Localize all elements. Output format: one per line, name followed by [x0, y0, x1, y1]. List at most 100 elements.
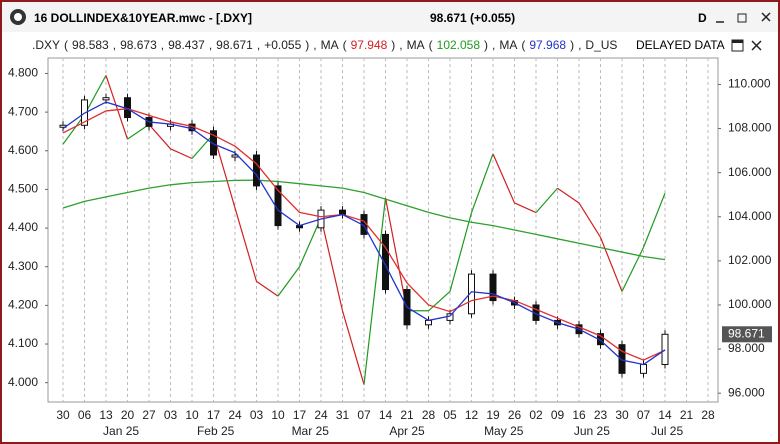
status-token: ( [342, 38, 347, 52]
yield-segment [557, 187, 580, 204]
yield-segment [212, 133, 236, 209]
status-token: MA [406, 38, 425, 52]
title-bar: 16 DOLLINDEX&10YEAR.mwc - [.DXY] 98.671 … [2, 2, 778, 32]
right-tick-label: 106.000 [728, 165, 772, 179]
candle [661, 333, 669, 366]
status-token: MA [499, 38, 518, 52]
right-tick-label: 102.000 [728, 253, 772, 267]
x-tick-label: 16 [572, 408, 586, 422]
x-tick-label: 31 [336, 408, 350, 422]
x-tick-label: 07 [637, 408, 651, 422]
left-tick-label: 4.500 [8, 182, 38, 196]
ma-line [62, 108, 666, 361]
status-token: MA [320, 38, 339, 52]
right-tick-label: 98.000 [728, 341, 765, 355]
ma-line [62, 101, 666, 366]
right-tick-label: 108.000 [728, 121, 772, 135]
yield-segment [642, 193, 666, 248]
yield-segment [234, 207, 258, 282]
x-tick-label: 26 [508, 408, 522, 422]
yield-segment [170, 148, 193, 160]
x-tick-label: 21 [400, 408, 414, 422]
candle [102, 97, 110, 101]
status-token: ) [391, 38, 396, 52]
status-token: ( [521, 38, 526, 52]
x-tick-label: 30 [615, 408, 629, 422]
yield-segment [599, 237, 623, 292]
delayed-label: DELAYED DATA [636, 38, 725, 52]
candle [468, 273, 475, 315]
x-tick-label: 20 [121, 408, 135, 422]
status-token: ( [64, 38, 69, 52]
status-token: 97.948 [350, 38, 388, 52]
yield-segment [449, 212, 473, 292]
x-tick-label: 28 [701, 408, 715, 422]
yield-segment [105, 75, 129, 140]
x-tick-label: 03 [250, 408, 264, 422]
yield-segment [428, 291, 451, 312]
x-tick-label: 21 [680, 408, 694, 422]
yield-segment [384, 197, 408, 311]
candle [382, 233, 389, 291]
left-tick-label: 4.800 [8, 66, 38, 80]
app-icon [10, 9, 26, 25]
status-token: , [208, 38, 213, 52]
x-tick-label: 05 [443, 408, 457, 422]
status-token: 98.673 [120, 38, 157, 52]
candle [489, 273, 497, 302]
x-tick-label: 13 [99, 408, 113, 422]
status-token: .DXY [32, 38, 61, 52]
yield-segment [363, 197, 387, 385]
x-tick-label: 09 [551, 408, 565, 422]
candle [253, 154, 260, 187]
status-token: ( [428, 38, 433, 52]
left-tick-label: 4.400 [8, 220, 38, 234]
status-token: D_US [585, 38, 618, 52]
yield-segment [277, 266, 300, 297]
interval-button[interactable]: D [698, 11, 707, 25]
x-tick-label: 17 [293, 408, 307, 422]
x-tick-label: 10 [185, 408, 199, 422]
status-token: ) [484, 38, 489, 52]
status-token: 97.968 [529, 38, 567, 52]
x-tick-label: 24 [314, 408, 328, 422]
yield-segment [127, 123, 150, 140]
price-tag-label: 98.671 [728, 326, 765, 340]
candle [446, 313, 454, 321]
status-token: ) [305, 38, 310, 52]
status-token: , [492, 38, 496, 52]
x-tick-label: 19 [486, 408, 500, 422]
x-tick-label: 27 [142, 408, 156, 422]
yield-segment [341, 310, 365, 385]
right-tick-label: 100.000 [728, 297, 772, 311]
month-label: Mar 25 [292, 424, 330, 438]
status-line: .DXY(98.583, 98.673, 98.437, 98.671, +0.055)… [32, 38, 621, 52]
candle [210, 130, 217, 156]
status-token: , [160, 38, 165, 52]
x-tick-label: 14 [379, 408, 393, 422]
x-tick-label: 07 [357, 408, 371, 422]
yield-segment [298, 217, 322, 267]
window-controls[interactable] [708, 8, 778, 28]
month-label: Jul 25 [651, 424, 683, 438]
panel-controls[interactable] [728, 38, 768, 54]
right-tick-label: 96.000 [728, 385, 765, 399]
quote: 98.671 (+0.055) [430, 11, 516, 25]
x-tick-label: 14 [658, 408, 672, 422]
status-token: ) [570, 38, 575, 52]
yield-segment [514, 202, 537, 214]
yield-segment [148, 124, 171, 150]
yield-segment [83, 75, 107, 116]
yield-segment [578, 202, 602, 238]
yield-segment [492, 153, 516, 204]
x-tick-label: 28 [422, 408, 436, 422]
status-token: 98.671 [216, 38, 253, 52]
yield-segment [191, 133, 214, 159]
x-tick-label: 10 [271, 408, 285, 422]
x-tick-label: 17 [207, 408, 221, 422]
left-tick-label: 4.600 [8, 143, 38, 157]
x-tick-label: 06 [78, 408, 92, 422]
status-token: 102.058 [436, 38, 481, 52]
window-title: 16 DOLLINDEX&10YEAR.mwc - [.DXY] [34, 11, 253, 25]
month-label: Jan 25 [103, 424, 139, 438]
